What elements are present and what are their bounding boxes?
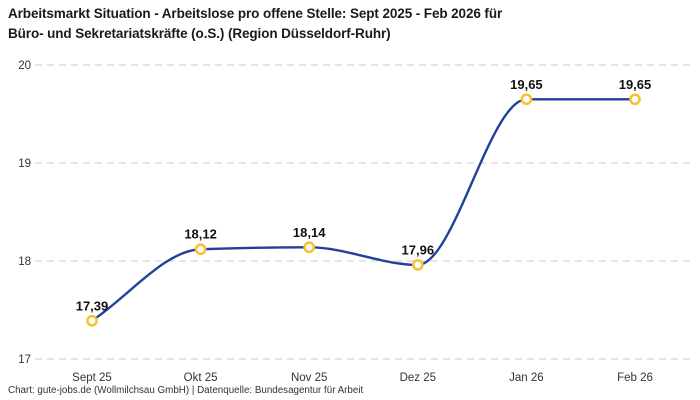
chart-footer-attribution: Chart: gute-jobs.de (Wollmilchsau GmbH) …: [8, 385, 364, 396]
x-axis-label: Okt 25: [184, 372, 218, 384]
y-tick-label: 20: [18, 60, 31, 72]
line-series: [90, 98, 637, 322]
data-point-value-label: 17,39: [76, 298, 109, 313]
chart-title-line1: Arbeitsmarkt Situation - Arbeitslose pro…: [8, 6, 503, 21]
x-axis-label: Sept 25: [72, 372, 112, 384]
data-point-value-label: 19,65: [619, 77, 652, 92]
x-axis-label: Feb 26: [617, 372, 653, 384]
data-point-value-label: 19,65: [510, 77, 543, 92]
y-tick-label: 18: [18, 256, 31, 268]
x-axis-label: Nov 25: [291, 372, 327, 384]
x-axis-label: Dez 25: [400, 372, 436, 384]
data-point-markers: [86, 93, 641, 327]
data-point-value-label: 18,12: [184, 227, 217, 242]
data-point-value-labels: 17,39 18,12 18,14 17,96 19,65 19,65: [76, 77, 652, 313]
chart-title: Arbeitsmarkt Situation - Arbeitslose pro…: [8, 4, 502, 43]
data-point-marker: [629, 93, 641, 106]
y-axis-tick-labels: 17 18 19 20: [18, 60, 31, 366]
data-point-marker: [303, 241, 316, 254]
data-point-marker: [520, 93, 533, 106]
chart-title-line2: Büro- und Sekretariatskräfte (o.S.) (Reg…: [8, 25, 391, 41]
data-point-marker: [86, 314, 98, 327]
data-point-value-label: 17,96: [402, 242, 435, 257]
y-tick-label: 19: [18, 158, 31, 170]
data-point-marker: [194, 243, 207, 256]
gridlines: [35, 64, 690, 360]
data-point-marker: [411, 259, 424, 271]
x-axis-tick-labels: Sept 25 Okt 25 Nov 25 Dez 25 Jan 26 Feb 26: [72, 372, 653, 384]
x-axis-label: Jan 26: [509, 372, 544, 384]
data-point-value-label: 18,14: [293, 225, 326, 240]
y-tick-label: 17: [18, 354, 31, 366]
